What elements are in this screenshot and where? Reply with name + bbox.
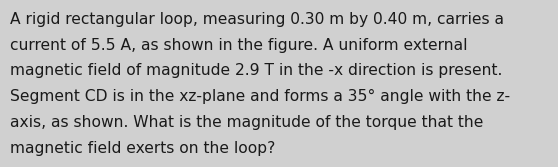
Text: magnetic field of magnitude 2.9 T in the -x direction is present.: magnetic field of magnitude 2.9 T in the… bbox=[10, 63, 502, 78]
Text: magnetic field exerts on the loop?: magnetic field exerts on the loop? bbox=[10, 141, 276, 156]
Text: axis, as shown. What is the magnitude of the torque that the: axis, as shown. What is the magnitude of… bbox=[10, 115, 483, 130]
Text: Segment CD is in the xz-plane and forms a 35° angle with the z-: Segment CD is in the xz-plane and forms … bbox=[10, 89, 510, 104]
Text: A rigid rectangular loop, measuring 0.30 m by 0.40 m, carries a: A rigid rectangular loop, measuring 0.30… bbox=[10, 12, 504, 27]
Text: current of 5.5 A, as shown in the figure. A uniform external: current of 5.5 A, as shown in the figure… bbox=[10, 38, 468, 53]
